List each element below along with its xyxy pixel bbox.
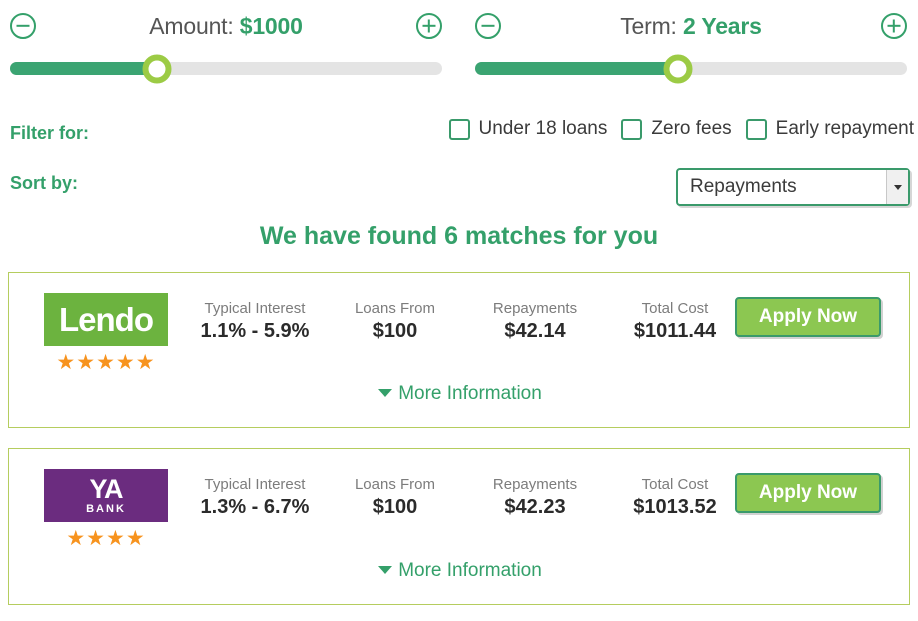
- sort-label: Sort by:: [10, 173, 79, 193]
- rating-stars: ★★★★: [66, 527, 146, 550]
- column-repayments: Repayments $42.23: [465, 476, 605, 519]
- column-label-loans-from: Loans From: [354, 300, 436, 317]
- chevron-down-icon[interactable]: [886, 170, 908, 204]
- term-decrease-button[interactable]: [475, 13, 501, 39]
- chevron-down-icon: [378, 566, 393, 574]
- term-slider-title: Term: 2 Years: [620, 12, 762, 40]
- amount-slider-header: Amount: $1000: [10, 0, 442, 52]
- checkbox-label-early-repayment: Early repayment: [775, 118, 914, 139]
- column-value-repayments: $42.14: [504, 320, 566, 342]
- lender-logo-block: YA BANK ★★★★: [44, 469, 168, 549]
- column-label-total-cost: Total Cost: [641, 300, 709, 317]
- column-label-typical-interest: Typical Interest: [204, 300, 306, 317]
- column-value-typical-interest: 1.3% - 6.7%: [200, 496, 310, 518]
- loan-result-card: YA BANK ★★★★ Typical Interest 1.3% - 6.7…: [8, 448, 910, 605]
- sort-select[interactable]: Repayments: [676, 168, 910, 206]
- more-information-label: More Information: [398, 383, 542, 404]
- sort-select-value: Repayments: [690, 176, 797, 197]
- term-slider-group: Term: 2 Years: [475, 0, 907, 92]
- amount-decrease-button[interactable]: [10, 13, 36, 39]
- amount-slider-group: Amount: $1000: [10, 0, 442, 92]
- term-increase-button[interactable]: [881, 13, 907, 39]
- column-label-total-cost: Total Cost: [641, 476, 709, 493]
- checkbox-label-under-18-loans: Under 18 loans: [478, 118, 608, 139]
- term-slider-fill: [475, 62, 679, 75]
- checkbox-under-18-loans[interactable]: [448, 118, 470, 140]
- column-value-loans-from: $100: [372, 320, 418, 342]
- amount-increase-button[interactable]: [416, 13, 442, 39]
- column-loans-from: Loans From $100: [325, 476, 465, 519]
- loan-detail-columns: Typical Interest 1.1% - 5.9% Loans From …: [185, 300, 745, 343]
- slider-row: Amount: $1000 Term: 2 Years: [0, 0, 918, 92]
- column-label-repayments: Repayments: [492, 476, 578, 493]
- column-loans-from: Loans From $100: [325, 300, 465, 343]
- column-total-cost: Total Cost $1011.44: [605, 300, 745, 343]
- more-information-toggle[interactable]: More Information: [9, 560, 911, 582]
- apply-now-button[interactable]: Apply Now: [735, 473, 881, 513]
- filter-option-under-18-loans[interactable]: Under 18 loans: [448, 118, 608, 140]
- checkbox-zero-fees[interactable]: [621, 118, 643, 140]
- column-value-total-cost: $1013.52: [633, 496, 717, 518]
- lender-logo-lendo: Lendo: [44, 293, 168, 346]
- amount-label: Amount:: [149, 12, 234, 39]
- term-slider-header: Term: 2 Years: [475, 0, 907, 52]
- loan-result-card: Lendo ★★★★★ Typical Interest 1.1% - 5.9%…: [8, 272, 910, 428]
- column-label-typical-interest: Typical Interest: [204, 476, 306, 493]
- more-information-label: More Information: [398, 560, 542, 581]
- column-typical-interest: Typical Interest 1.1% - 5.9%: [185, 300, 325, 343]
- column-value-typical-interest: 1.1% - 5.9%: [200, 320, 310, 342]
- column-label-repayments: Repayments: [492, 300, 578, 317]
- term-label: Term:: [620, 12, 677, 39]
- column-value-loans-from: $100: [372, 496, 418, 518]
- lender-logo-bank-text: BANK: [86, 503, 126, 515]
- more-information-toggle[interactable]: More Information: [9, 383, 911, 405]
- filter-row: Filter for: Under 18 loans Zero fees Ear…: [0, 118, 918, 156]
- sort-row: Sort by: Repayments: [0, 168, 918, 210]
- lender-logo-ya-text: YA: [89, 474, 123, 504]
- lender-logo-ya-bank: YA BANK: [44, 469, 168, 522]
- amount-slider-fill: [10, 62, 157, 75]
- term-slider-track[interactable]: [475, 54, 907, 83]
- chevron-down-icon: [378, 389, 393, 397]
- filter-option-zero-fees[interactable]: Zero fees: [621, 118, 732, 140]
- column-value-total-cost: $1011.44: [633, 320, 717, 342]
- column-total-cost: Total Cost $1013.52: [605, 476, 745, 519]
- column-repayments: Repayments $42.14: [465, 300, 605, 343]
- filter-label: Filter for:: [10, 123, 89, 143]
- amount-slider-title: Amount: $1000: [149, 12, 303, 40]
- filter-option-early-repayment[interactable]: Early repayment: [745, 118, 914, 140]
- term-slider-handle[interactable]: [663, 54, 693, 83]
- amount-slider-handle[interactable]: [142, 54, 172, 83]
- rating-stars: ★★★★★: [56, 351, 156, 374]
- results-headline: We have found 6 matches for you: [259, 222, 659, 250]
- column-typical-interest: Typical Interest 1.3% - 6.7%: [185, 476, 325, 519]
- amount-slider-track[interactable]: [10, 54, 442, 83]
- lender-logo-block: Lendo ★★★★★: [44, 293, 168, 373]
- filter-checkbox-group: Under 18 loans Zero fees Early repayment: [435, 118, 914, 140]
- checkbox-label-zero-fees: Zero fees: [651, 118, 732, 139]
- column-label-loans-from: Loans From: [354, 476, 436, 493]
- loan-detail-columns: Typical Interest 1.3% - 6.7% Loans From …: [185, 476, 745, 519]
- column-value-repayments: $42.23: [504, 496, 566, 518]
- apply-now-button[interactable]: Apply Now: [735, 297, 881, 337]
- amount-value: $1000: [239, 12, 303, 39]
- term-value: 2 Years: [682, 12, 762, 39]
- checkbox-early-repayment[interactable]: [745, 118, 767, 140]
